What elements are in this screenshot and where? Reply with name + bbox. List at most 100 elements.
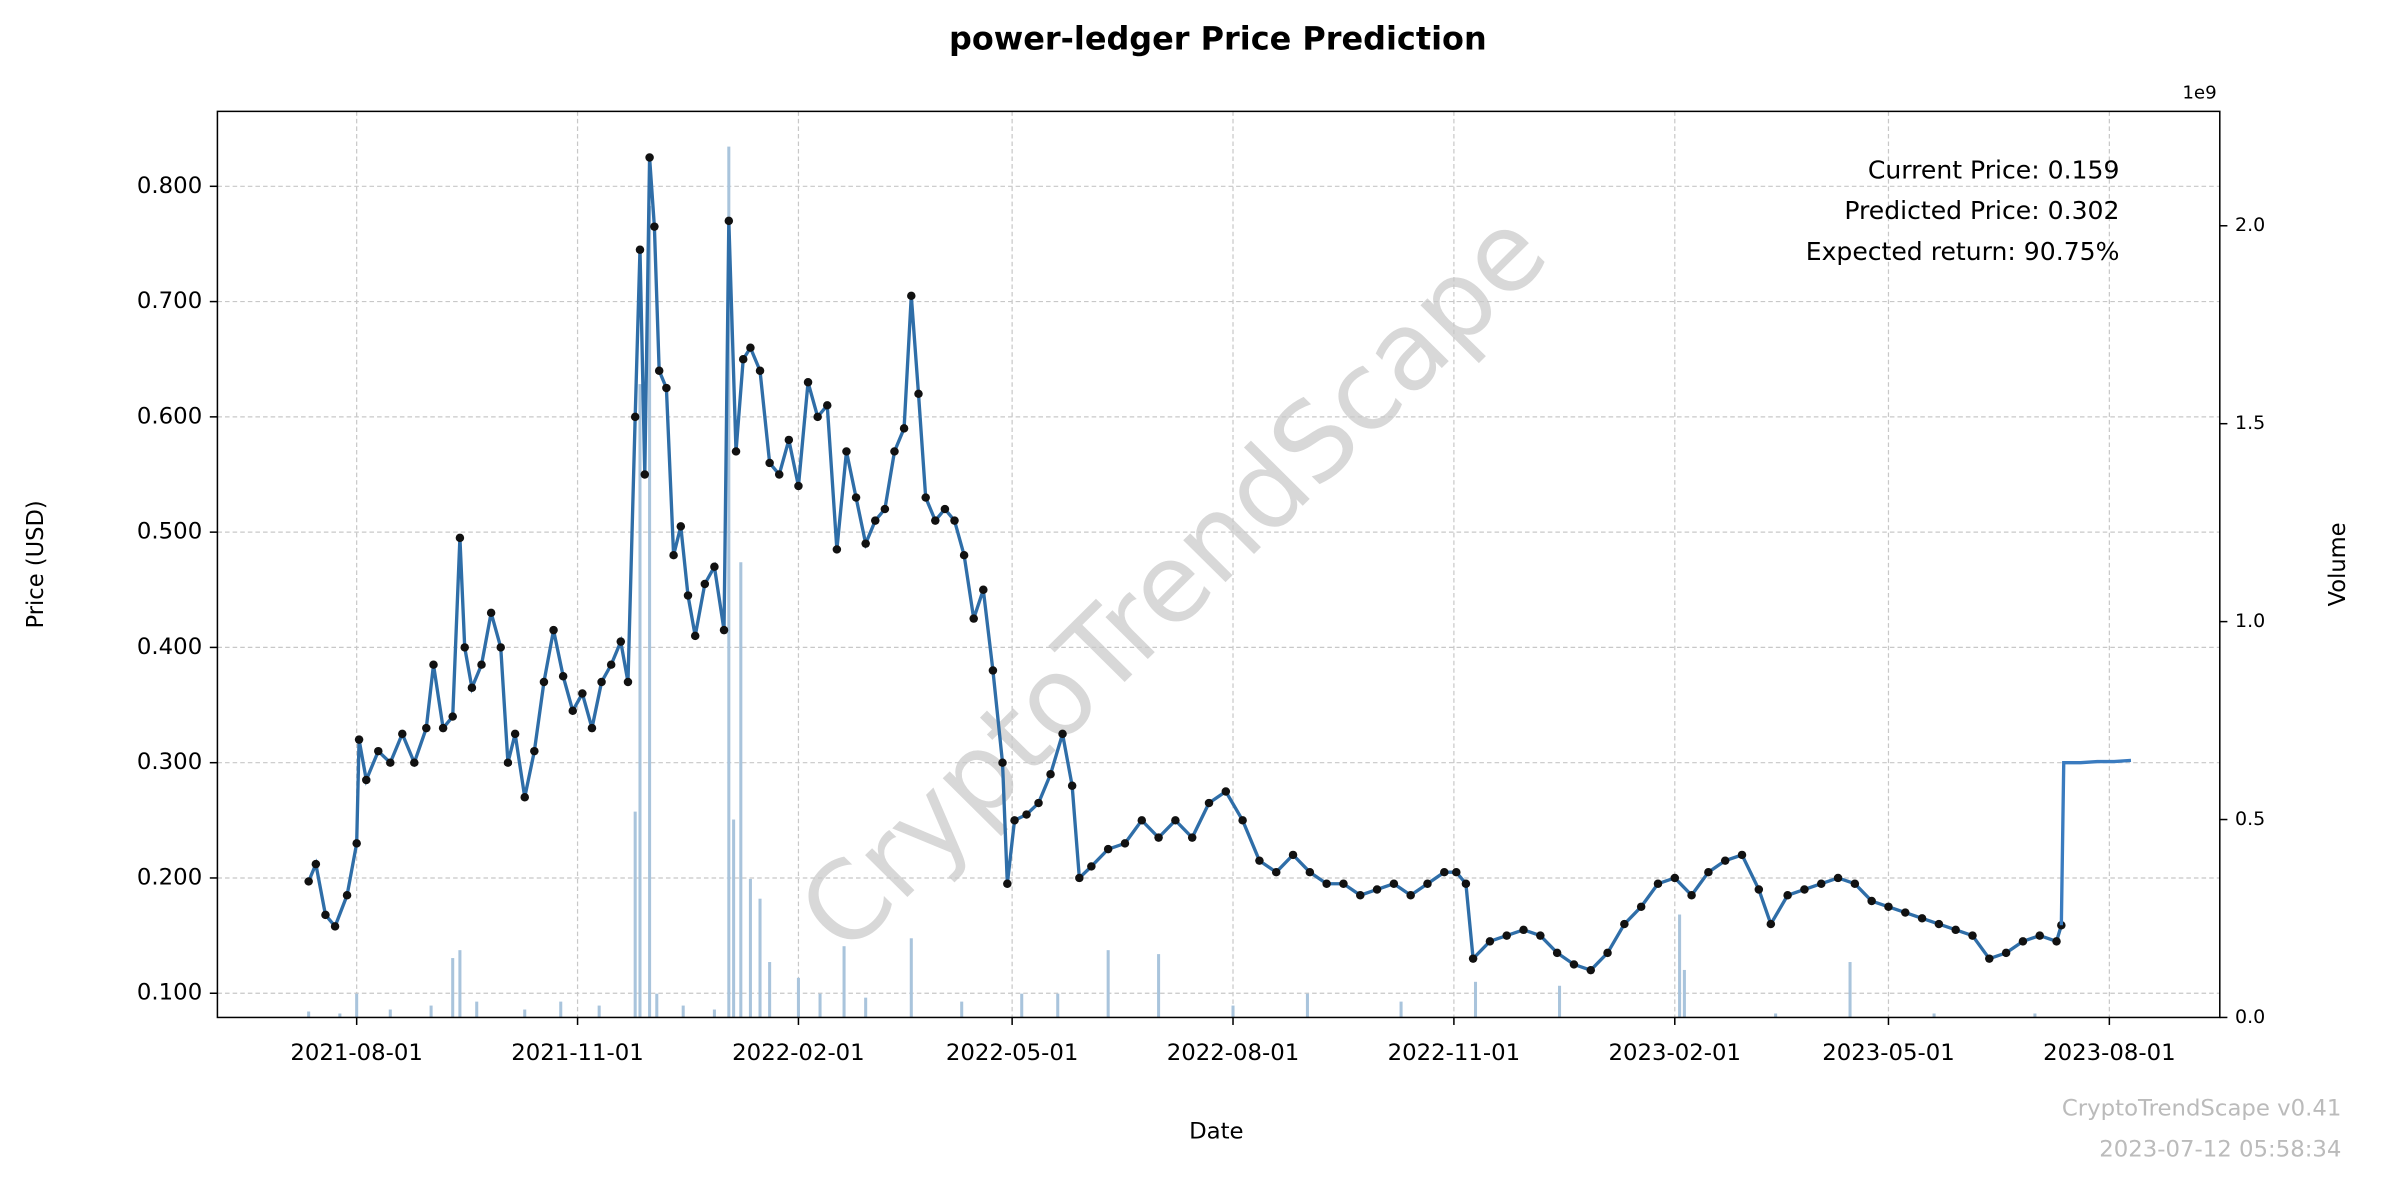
volume-bar (429, 1005, 433, 1018)
price-marker (724, 216, 734, 226)
price-marker (1339, 879, 1348, 888)
price-marker (1766, 919, 1776, 929)
price-marker (1670, 873, 1680, 883)
price-marker (765, 458, 774, 468)
price-marker (880, 504, 890, 514)
x-tick-label: 2022-05-01 (946, 1040, 1079, 1066)
price-marker (1103, 844, 1113, 854)
price-marker (1452, 867, 1461, 877)
price-marker (321, 910, 330, 920)
price-marker (1010, 816, 1019, 825)
volume-bar (2033, 1013, 2037, 1018)
volume-bar (960, 1001, 964, 1018)
price-marker (832, 545, 842, 554)
price-marker (1833, 873, 1843, 883)
price-marker (630, 412, 640, 422)
price-marker (784, 435, 794, 445)
price-marker (1552, 948, 1562, 958)
volume-bar (338, 1013, 342, 1018)
price-marker (1502, 931, 1511, 940)
y2-axis-label: Volume (2325, 522, 2351, 606)
y2-tick-label: 1.0 (2235, 610, 2265, 632)
price-marker (1288, 850, 1298, 860)
y-tick-label: 0.700 (137, 288, 202, 314)
price-marker (683, 591, 693, 600)
price-marker (755, 366, 765, 375)
price-marker (640, 470, 650, 479)
price-marker (998, 758, 1007, 767)
volume-bar (559, 1001, 563, 1018)
price-marker (1917, 914, 1927, 923)
price-marker (738, 355, 748, 364)
volume-bar (1106, 950, 1110, 1018)
price-marker (1087, 862, 1096, 871)
price-marker (1305, 867, 1315, 877)
price-marker (374, 746, 383, 756)
price-marker (1536, 931, 1545, 940)
price-marker (477, 660, 486, 669)
price-marker (422, 723, 431, 733)
y-axis-label: Price (USD) (23, 500, 49, 628)
price-marker (774, 470, 784, 479)
price-marker (330, 922, 340, 931)
volume-bar (523, 1009, 527, 1018)
volume-bar (1932, 1013, 1936, 1018)
price-marker (2001, 948, 2011, 958)
volume-bar (1056, 993, 1060, 1018)
y-tick-label: 0.300 (137, 749, 202, 775)
volume-bar (727, 146, 731, 1018)
price-marker (1934, 919, 1944, 929)
price-marker (861, 539, 870, 548)
price-marker (1120, 839, 1130, 848)
price-marker (1754, 885, 1764, 894)
price-marker (1901, 908, 1910, 917)
price-marker (1204, 798, 1214, 808)
price-marker (700, 579, 710, 589)
volume-bar (1774, 1013, 1778, 1018)
price-marker (842, 447, 851, 456)
price-marker (690, 631, 700, 641)
price-marker (645, 153, 654, 162)
y-tick-label: 0.800 (137, 173, 202, 199)
price-marker (988, 666, 998, 675)
price-marker (606, 660, 616, 669)
price-marker (1867, 896, 1876, 906)
x-tick-label: 2022-11-01 (1388, 1040, 1521, 1066)
price-marker (1586, 965, 1596, 975)
price-marker (979, 585, 988, 594)
price-marker (1322, 879, 1331, 888)
chart-title: power-ledger Price Prediction (949, 22, 1487, 58)
price-marker (1783, 891, 1792, 900)
volume-bar (909, 938, 913, 1018)
price-marker (1171, 816, 1180, 825)
volume-bar (648, 205, 652, 1018)
price-marker (311, 859, 321, 869)
price-marker (871, 516, 880, 525)
price-marker (2052, 937, 2061, 946)
volume-bar (597, 1005, 601, 1018)
price-marker (1620, 919, 1629, 929)
price-marker (398, 729, 407, 739)
price-marker (969, 614, 978, 623)
watermark: CryptoTrendScape (775, 187, 1571, 975)
price-marker (1406, 891, 1415, 900)
price-marker (467, 683, 477, 692)
price-marker (914, 389, 923, 399)
price-marker (530, 746, 539, 756)
price-marker (496, 643, 505, 652)
price-marker (1389, 879, 1399, 888)
price-marker (1221, 787, 1231, 796)
y-tick-label: 0.400 (137, 634, 202, 660)
footer-timestamp: 2023-07-12 05:58:34 (2099, 1136, 2341, 1162)
price-marker (2035, 931, 2044, 940)
price-marker (662, 383, 671, 393)
price-marker (558, 672, 568, 681)
volume-bar (748, 878, 752, 1018)
price-marker (1058, 729, 1067, 739)
y2-tick-label: 0.0 (2235, 1006, 2265, 1028)
x-tick-label: 2023-08-01 (2043, 1040, 2176, 1066)
footer-version: CryptoTrendScape v0.41 (2062, 1096, 2342, 1122)
volume-bar (355, 993, 359, 1018)
x-axis-label: Date (1189, 1118, 1244, 1144)
